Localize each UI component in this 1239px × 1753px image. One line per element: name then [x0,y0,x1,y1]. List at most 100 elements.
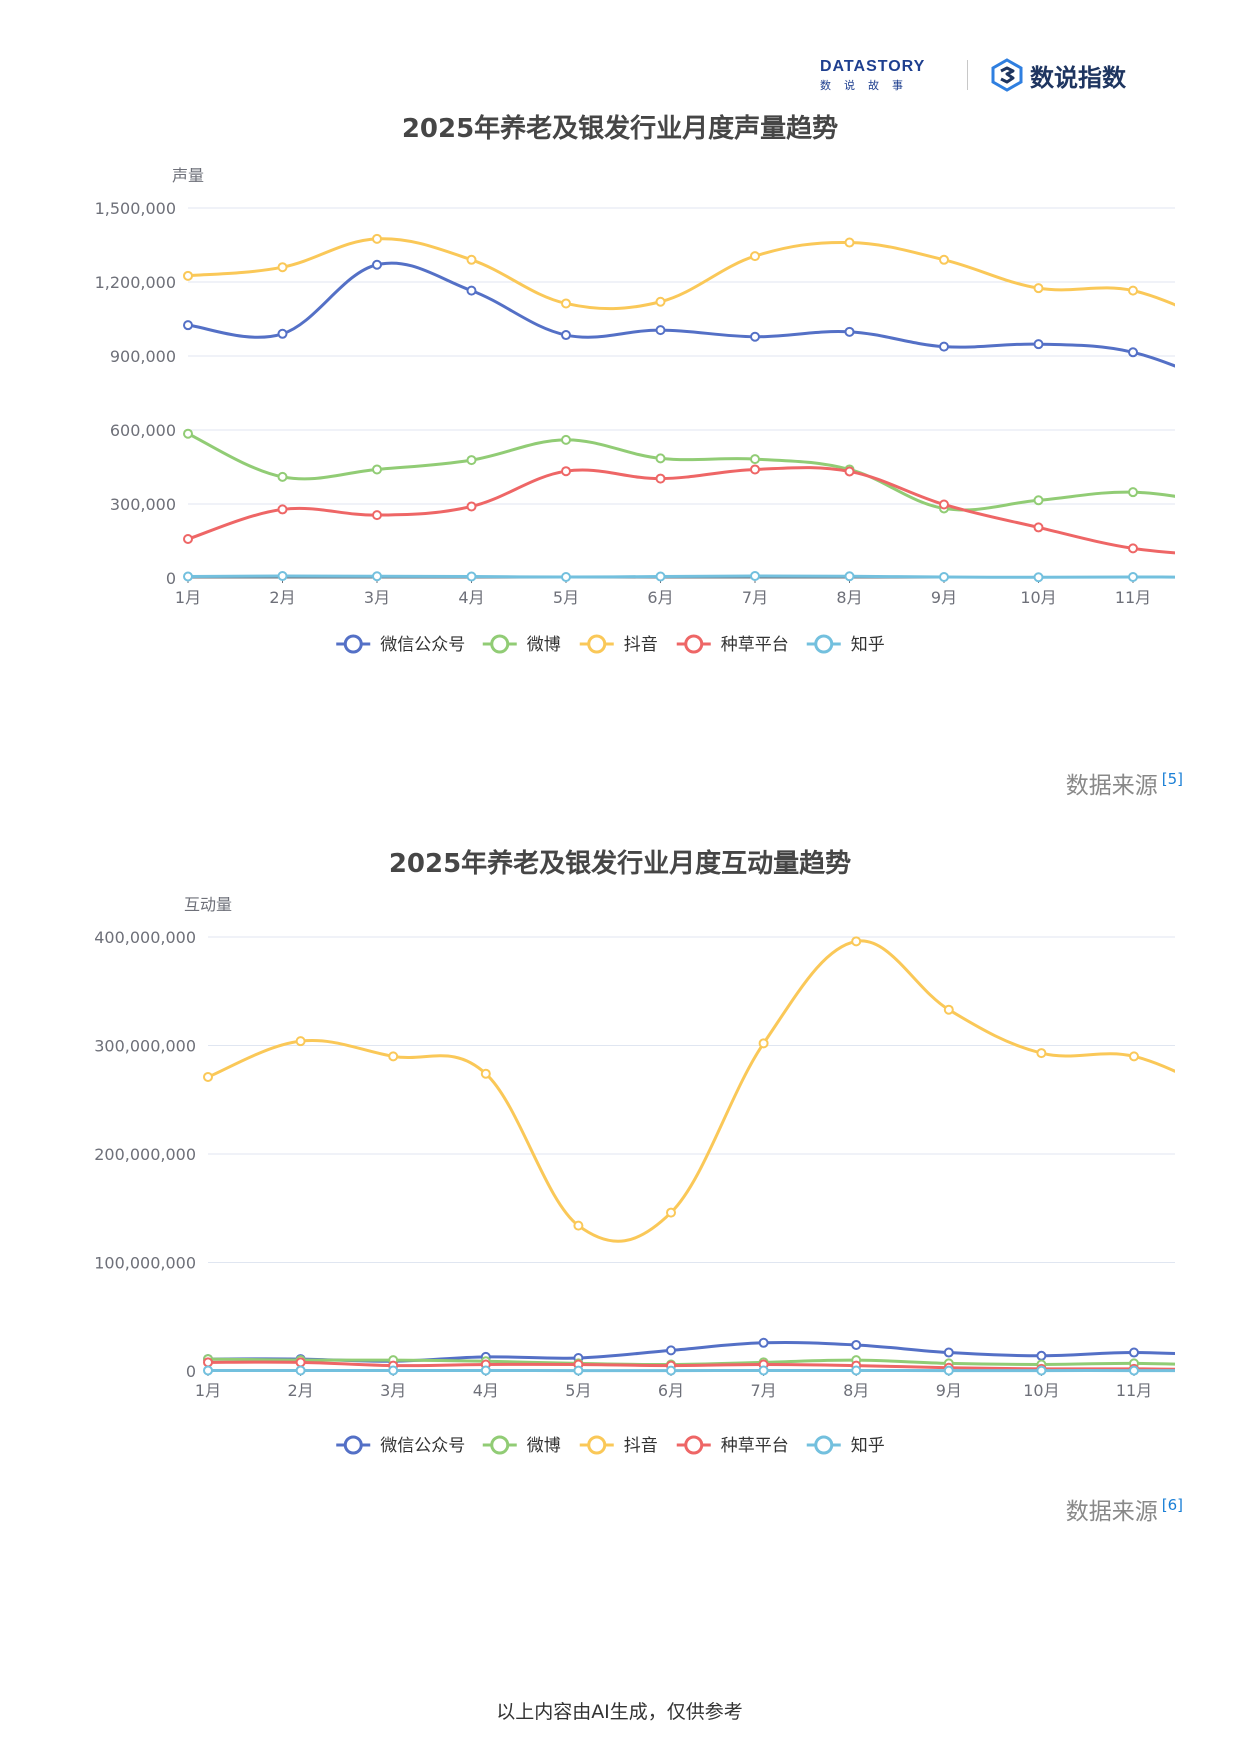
data-point [1128,543,1138,554]
data-point [666,1207,676,1218]
legend-marker [814,634,834,654]
x-tick-label: 9月 [936,1381,962,1400]
data-point [1033,495,1044,506]
legend-marker [343,634,363,654]
legend-marker [490,1435,510,1455]
data-point [561,434,571,445]
data-point [1033,339,1044,350]
data-point [750,464,760,475]
chart-title: 2025年养老及银发行业月度声量趋势 [402,113,838,144]
data-point [466,254,477,265]
x-tick-label: 9月 [931,588,957,607]
data-point [183,320,193,331]
data-point [277,504,288,515]
data-point [1033,522,1044,533]
series-group [183,233,1175,583]
data-point [1129,1365,1139,1376]
x-tick-label: 5月 [565,1381,591,1400]
data-point [295,1036,306,1047]
legend-item[interactable]: 抖音 [579,1435,658,1456]
legend-label: 微信公众号 [380,635,465,655]
y-axis-label: 声量 [172,166,204,185]
y-tick-label: 0 [166,569,176,588]
chart-1-container: 2025年养老及银发行业月度声量趋势 声量 1,500,000 1,200,000 90… [0,108,1239,808]
data-point [295,1365,306,1376]
legend-item[interactable]: 知乎 [806,1435,885,1456]
data-point [203,1365,213,1376]
legend-label: 知乎 [851,1436,885,1456]
y-tick-label: 300,000,000 [94,1037,196,1056]
legend-item[interactable]: 微博 [482,1435,561,1456]
legend-marker [587,634,607,654]
data-point [466,571,477,582]
data-point [666,1365,676,1376]
data-point [277,328,288,339]
legend-marker [684,1435,704,1455]
legend-item[interactable]: 种草平台 [676,634,789,655]
y-tick-label: 300,000 [110,495,176,514]
shushuo-logo-icon [991,58,1023,92]
datastory-logo: DATASTORY 数说故事 [820,58,945,93]
data-point [943,1004,954,1015]
data-point [372,510,382,521]
data-point [573,1365,584,1376]
data-point [561,466,571,477]
data-point [372,464,382,475]
data-point [388,1365,399,1376]
data-point [480,1068,491,1079]
data-point [758,1038,769,1049]
data-point [758,1337,769,1348]
legend-item[interactable]: 微博 [482,634,561,655]
data-point [561,572,571,583]
data-point [561,330,571,341]
x-tick-label: 1月 [175,588,201,607]
legend-item[interactable]: 种草平台 [676,1435,789,1456]
data-point [1033,572,1044,583]
y-tick-label: 100,000,000 [94,1254,196,1273]
y-tick-label: 600,000 [110,421,176,440]
data-point [844,326,855,337]
data-source-label: 数据来源 [1065,773,1158,799]
x-tick-label: 2月 [269,588,295,607]
series-line [187,237,1175,311]
legend-item[interactable]: 知乎 [806,634,885,655]
legend-marker [684,634,704,654]
legend-item[interactable]: 微信公众号 [336,634,465,655]
data-point [183,571,193,582]
legend-item[interactable]: 抖音 [579,634,658,655]
data-point [466,285,477,296]
datastory-wordmark: DATASTORY [820,58,926,75]
series-line [187,432,1175,512]
data-point [372,571,382,582]
data-point [561,298,571,309]
chart-2-container: 2025年养老及银发行业月度互动量趋势 互动量 400,000,000 300,000… [0,845,1239,1545]
product-name: 数说指数 [1030,64,1126,92]
data-point [655,453,666,464]
data-point [1033,283,1044,294]
data-source-2: 数据来源 [6] [1066,1492,1183,1526]
x-tick-label: 7月 [751,1381,777,1400]
legend-marker [490,634,510,654]
y-tick-label: 1,500,000 [95,199,176,218]
data-source-1: 数据来源 [5] [1066,766,1183,800]
data-point [758,1365,769,1376]
data-point [851,1339,862,1350]
data-source-ref-link[interactable]: [6] [1161,1496,1183,1515]
x-tick-label: 10月 [1023,1381,1059,1400]
x-tick-label: 11月 [1115,588,1151,607]
data-point [277,471,288,482]
page-header: DATASTORY 数说故事 数说指数 [820,54,1150,98]
data-source-ref-link[interactable]: [5] [1161,770,1183,789]
data-point [1128,285,1138,296]
data-point [655,571,666,582]
legend-item[interactable]: 微信公众号 [336,1435,465,1456]
data-point [183,428,193,439]
legend-label: 种草平台 [721,1436,789,1456]
legend-label: 微信公众号 [380,1436,465,1456]
data-point [666,1345,676,1356]
legend-label: 抖音 [624,635,658,655]
x-tick-label: 3月 [364,588,390,607]
y-tick-label: 200,000,000 [94,1145,196,1164]
